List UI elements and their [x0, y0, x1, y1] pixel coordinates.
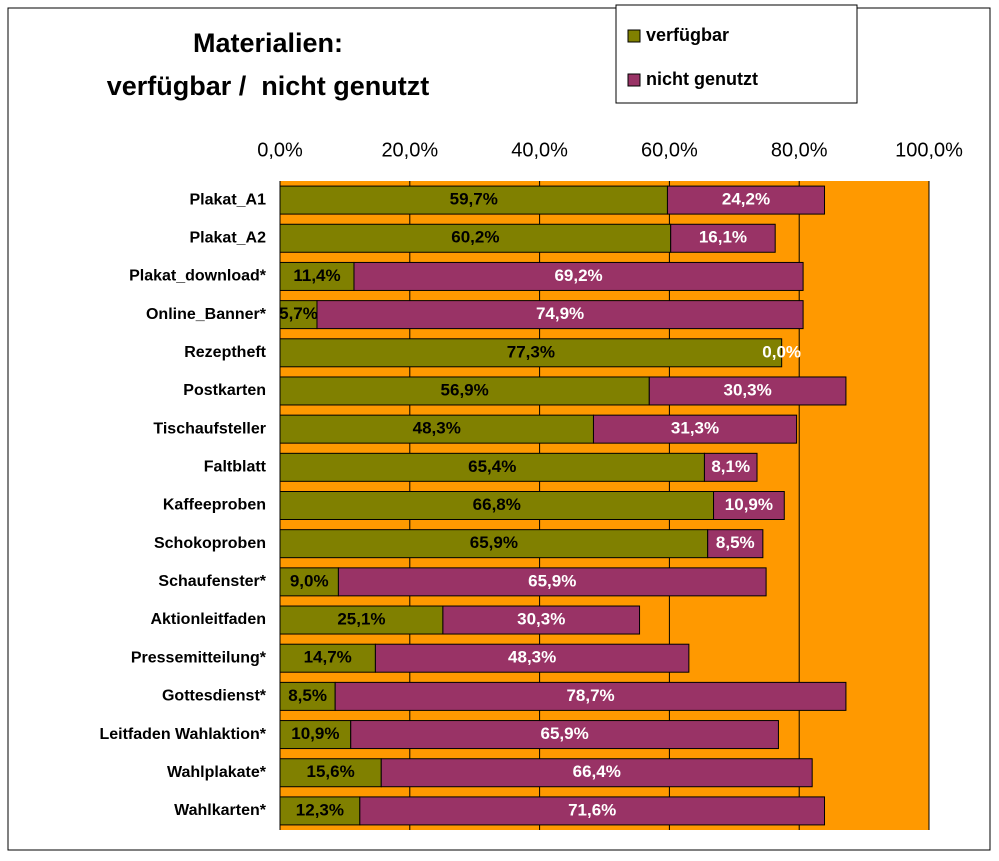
data-label: 12,3%	[296, 800, 344, 819]
data-label: 8,5%	[288, 686, 327, 705]
bar-segment	[670, 223, 776, 253]
bar-segment	[592, 414, 798, 444]
bar-segment	[442, 605, 641, 635]
x-tick-label: 80,0%	[771, 139, 828, 161]
data-label: 16,1%	[699, 228, 747, 247]
y-tick-label: Online_Banner*	[146, 306, 267, 323]
data-label: 77,3%	[507, 342, 555, 361]
bar-segment	[279, 796, 361, 826]
bar-segment	[279, 758, 382, 788]
data-label: 25,1%	[337, 610, 385, 629]
data-label: 30,3%	[724, 380, 772, 399]
y-tick-label: Faltblatt	[204, 459, 267, 476]
bar-segment	[707, 529, 764, 559]
y-tick-label: Plakat_A2	[190, 229, 267, 246]
y-tick-label: Plakat_A1	[190, 191, 267, 208]
data-label: 65,9%	[528, 571, 576, 590]
data-label: 14,7%	[304, 648, 352, 667]
bar-segment	[353, 261, 804, 291]
data-label: 48,3%	[508, 648, 556, 667]
bar-segment	[713, 491, 785, 520]
legend-label: verfügbar	[646, 25, 729, 45]
bar-segment	[279, 185, 668, 215]
x-tick-label: 20,0%	[381, 139, 438, 161]
y-tick-label: Plakat_download*	[129, 268, 267, 285]
data-label: 10,9%	[291, 724, 339, 743]
bar-segment	[666, 185, 826, 215]
y-tick-label: Gottesdienst*	[162, 688, 267, 705]
data-label: 8,1%	[711, 457, 750, 476]
legend-label: nicht genutzt	[646, 69, 758, 89]
y-tick-label: Schokoproben	[154, 535, 266, 552]
bar-segment	[279, 261, 355, 291]
bar-segment	[279, 491, 715, 520]
data-label: 48,3%	[413, 419, 461, 438]
x-tick-label: 0,0%	[257, 139, 303, 161]
data-label: 66,4%	[573, 762, 621, 781]
bar-segment	[316, 300, 804, 330]
data-label: 60,2%	[451, 228, 499, 247]
data-label: 74,9%	[536, 304, 584, 323]
data-label: 30,3%	[517, 610, 565, 629]
chart-title: verfügbar / nicht genutzt	[107, 71, 430, 101]
data-label: 5,7%	[279, 304, 318, 323]
chart-title: Materialien:	[193, 28, 343, 58]
x-tick-label: 60,0%	[641, 139, 698, 161]
data-label: 15,6%	[307, 762, 355, 781]
data-label: 31,3%	[671, 419, 719, 438]
x-tick-label: 100,0%	[895, 139, 963, 161]
y-tick-label: Postkarten	[183, 382, 266, 399]
y-tick-label: Wahlkarten*	[174, 802, 267, 819]
y-tick-label: Aktionleitfaden	[150, 611, 266, 628]
bar-segment	[703, 452, 758, 482]
y-tick-label: Pressemitteilung*	[131, 649, 267, 666]
data-label: 69,2%	[554, 266, 602, 285]
legend-swatch	[627, 29, 641, 43]
data-label: 56,9%	[441, 380, 489, 399]
data-label: 8,5%	[716, 533, 755, 552]
bar-segment	[648, 376, 847, 406]
bar-segment	[380, 758, 813, 788]
data-label: 24,2%	[722, 190, 770, 209]
y-tick-label: Tischaufsteller	[153, 420, 266, 437]
bar-segment	[334, 681, 847, 711]
bar-segment	[350, 720, 779, 750]
bar-segment	[279, 452, 705, 482]
data-label: 0,0%	[762, 342, 801, 361]
y-tick-label: Kaffeeproben	[163, 497, 266, 514]
y-tick-label: Schaufenster*	[158, 573, 266, 590]
data-label: 65,9%	[470, 533, 518, 552]
data-label: 66,8%	[473, 495, 521, 514]
y-tick-label: Rezeptheft	[184, 344, 266, 361]
bar-segment	[359, 796, 826, 826]
bar-segment	[279, 643, 376, 673]
y-tick-label: Wahlplakate*	[167, 764, 267, 781]
bar-segment	[279, 338, 783, 368]
data-label: 59,7%	[450, 190, 498, 209]
data-label: 65,4%	[468, 457, 516, 476]
bar-segment	[374, 643, 690, 673]
data-label: 9,0%	[290, 571, 329, 590]
data-label: 10,9%	[725, 495, 773, 514]
legend-swatch	[627, 73, 641, 87]
data-label: 71,6%	[568, 800, 616, 819]
data-label: 11,4%	[293, 266, 340, 285]
bar-segment	[337, 567, 767, 597]
bar-segment	[279, 223, 672, 253]
legend-box	[615, 4, 858, 104]
data-label: 65,9%	[540, 724, 588, 743]
y-tick-label: Leitfaden Wahlaktion*	[99, 726, 266, 743]
x-tick-label: 40,0%	[511, 139, 568, 161]
data-label: 78,7%	[566, 686, 614, 705]
